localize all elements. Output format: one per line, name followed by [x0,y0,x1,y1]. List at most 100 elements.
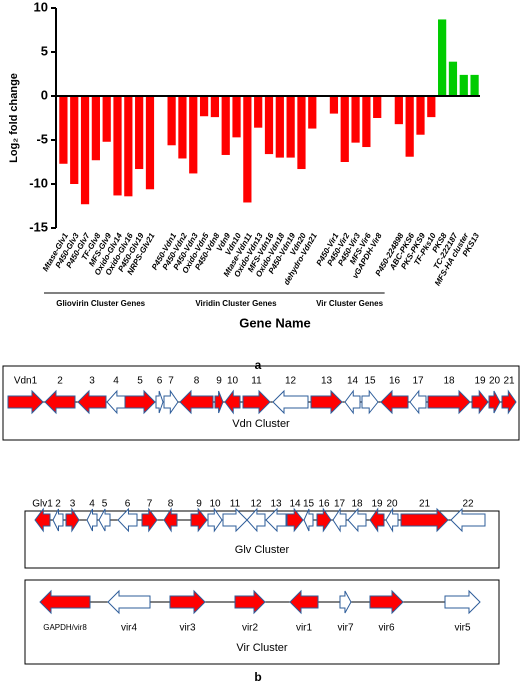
gene-arrow [39,589,91,615]
gene-arrow [310,389,343,415]
gene-arrow [385,507,399,533]
cluster-name: Glv Cluster [235,544,290,556]
bar [243,96,252,203]
bar [264,96,274,155]
gene-arrow [501,389,517,415]
gene-label: Vdn1 [14,376,38,387]
gene-arrow [224,389,241,415]
gene-arrow [77,389,107,415]
gene-label: 16 [389,376,401,387]
cluster-name: Vdn Cluster [232,418,290,430]
gene-arrow [222,507,248,533]
gene-label: 21 [419,499,431,510]
gene-label: 19 [474,376,486,387]
bar [405,96,414,157]
gene-label: vir3 [179,623,196,634]
bar [427,96,436,118]
gene-arrow [488,390,501,414]
gene-arrow [246,507,266,533]
gene-label: 14 [347,376,359,387]
gene-label: 10 [227,376,239,387]
y-tick-label: 10 [34,0,48,14]
gene-arrow [361,389,379,415]
cluster-box [24,579,500,665]
y-tick-label: -15 [29,219,48,234]
gene-label: 16 [318,499,330,510]
gene-arrow [34,507,51,533]
gene-arrow [52,508,64,532]
bar [362,96,371,148]
gene-label: vir1 [296,623,313,634]
gene-label: 7 [168,376,174,387]
gene-label: vir4 [121,623,138,634]
gene-label: 2 [57,376,63,387]
bar [297,96,306,170]
group-label: Viridin Cluster Genes [195,299,277,308]
gene-arrow [107,589,151,615]
cluster-box [24,510,500,569]
bar [286,96,295,158]
gene-label: 3 [70,499,76,510]
bar [59,96,68,164]
gene-arrow [86,508,98,532]
gene-arrow [380,389,409,415]
gene-label: 7 [147,499,153,510]
cluster-name: Vir Cluster [236,642,287,654]
gene-label: vir7 [337,623,354,634]
gene-arrow [347,507,367,533]
y-tick-label: 0 [41,87,48,102]
gene-arrow [242,389,271,415]
gene-label: 15 [303,499,315,510]
bar [70,96,79,184]
gene-arrow [289,589,319,615]
bar [80,96,90,205]
cluster-box [2,365,520,441]
gene-label: 10 [209,499,221,510]
group-label: Gliovirin Cluster Genes [56,299,145,308]
gene-label: vir6 [378,623,395,634]
group-label: Vir Cluster Genes [316,299,384,308]
gene-arrow [332,507,347,533]
gene-arrow [400,507,449,533]
bar [232,96,241,138]
gene-arrow [409,389,427,415]
gene-arrow [265,507,287,533]
gene-arrow [303,508,314,532]
gene-arrow [124,389,156,415]
gene-arrow [117,507,138,533]
gene-arrow [190,507,208,533]
gene-label: 19 [371,499,383,510]
bar [124,96,133,197]
gene-label: 5 [102,499,108,510]
bar [210,96,220,118]
bar [189,96,198,174]
bar [199,96,209,117]
panel-label: a [255,358,262,372]
gene-arrow [163,389,179,415]
bar [91,96,100,161]
bar [459,74,468,96]
gene-arrow [450,507,486,533]
gene-arrow [471,389,489,415]
gene-label: 11 [251,376,262,387]
gene-arrow [369,589,404,615]
gene-arrow [214,390,224,414]
gene-label: 14 [289,499,301,510]
bar [145,96,155,190]
gene-arrow [286,507,304,533]
bar [167,96,176,146]
gene-label: 3 [89,376,95,387]
panel-label: b [254,670,261,684]
gene-label: 9 [216,376,222,387]
gene-arrow [7,389,44,415]
bar [178,96,187,159]
y-tick-label: -10 [29,175,48,190]
gene-label: 17 [412,376,424,387]
gene-arrow [369,507,385,533]
gene-arrow [65,507,80,533]
bar [329,96,339,114]
bar [308,96,317,129]
gene-label: 11 [230,499,241,510]
gene-label: 12 [250,499,262,510]
gene-label: 18 [443,376,455,387]
